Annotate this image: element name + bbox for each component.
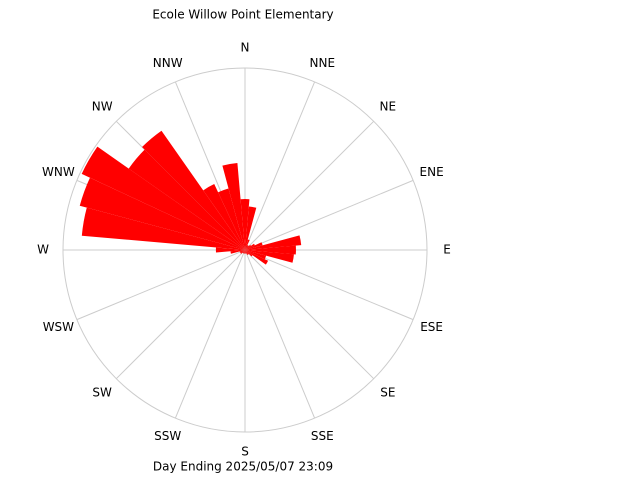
wedge (243, 250, 245, 254)
wedge (244, 250, 245, 254)
wedge (81, 146, 245, 250)
direction-label: WNW (42, 165, 75, 179)
wedge (79, 177, 245, 250)
wedge (245, 245, 296, 255)
spoke (244, 249, 414, 321)
direction-label: S (241, 445, 249, 459)
wedge (230, 250, 245, 254)
direction-label: N (241, 41, 250, 55)
wedge (245, 242, 263, 250)
direction-label: ESE (420, 320, 443, 334)
spoke (174, 249, 246, 419)
direction-label: E (443, 243, 451, 257)
direction-label: NW (92, 100, 113, 114)
wedge (245, 250, 246, 254)
wedge (81, 207, 246, 250)
spoke (115, 249, 246, 380)
direction-label: SE (380, 385, 395, 399)
direction-label: SSE (311, 429, 334, 443)
direction-label: SSW (154, 429, 181, 443)
wedge (239, 250, 245, 253)
wedge (218, 188, 245, 250)
spoke (244, 120, 375, 251)
wedge (142, 130, 245, 250)
wedge (245, 245, 249, 250)
wedge (245, 244, 251, 250)
chart-subtitle: Day Ending 2025/05/07 23:09 (153, 460, 333, 474)
wedge (245, 250, 294, 263)
spoke (244, 249, 375, 380)
wedge (240, 199, 250, 250)
wedge (128, 149, 245, 250)
direction-label: NNE (310, 56, 336, 70)
wedge (240, 250, 245, 254)
direction-label: NE (380, 100, 397, 114)
wedge (245, 250, 267, 260)
wedge (215, 247, 245, 253)
wedge (240, 250, 245, 254)
wedge (244, 250, 246, 254)
spoke (244, 179, 414, 251)
wedge (245, 245, 249, 250)
wedge (203, 184, 245, 250)
direction-label: SW (92, 385, 112, 399)
wedge (222, 162, 245, 250)
wedge (245, 206, 257, 250)
direction-label: NNW (153, 56, 183, 70)
wedge (242, 250, 245, 253)
wedge (245, 250, 247, 254)
wedge (245, 250, 269, 265)
spoke (244, 249, 316, 419)
spoke (244, 81, 316, 251)
direction-label: W (37, 243, 49, 257)
direction-label: WSW (43, 320, 74, 334)
spoke (76, 249, 246, 321)
wedge (245, 235, 302, 250)
wedge (245, 250, 249, 255)
direction-label: ENE (420, 165, 444, 179)
wedge (245, 239, 250, 250)
wedge (245, 243, 255, 250)
chart-title: Ecole Willow Point Elementary (152, 8, 333, 22)
wedge (245, 250, 249, 255)
wedge (242, 250, 245, 254)
wedge (245, 250, 253, 257)
wedges (79, 130, 302, 265)
